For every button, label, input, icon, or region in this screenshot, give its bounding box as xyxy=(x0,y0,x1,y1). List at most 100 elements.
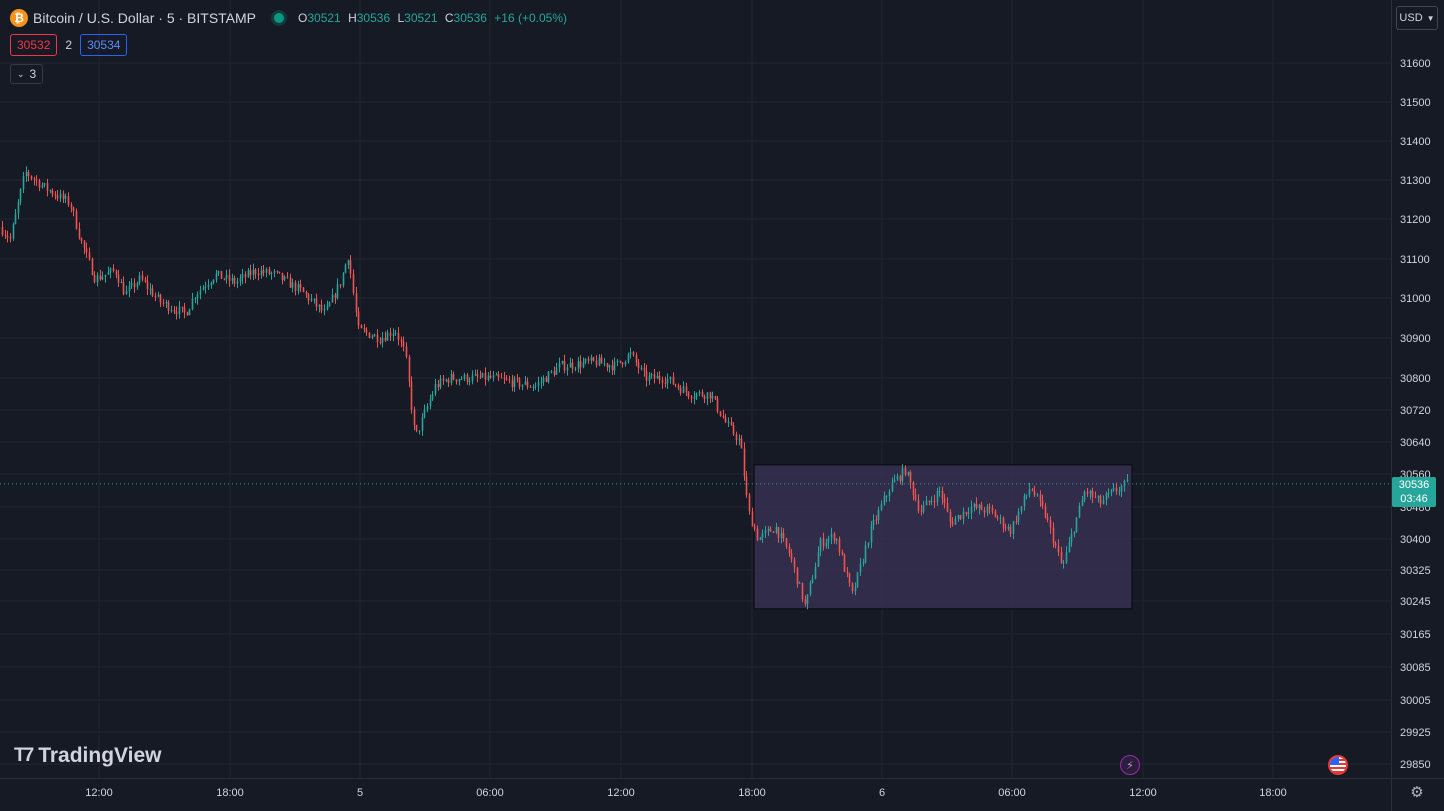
candle-body xyxy=(930,501,933,503)
candle-body xyxy=(247,270,250,278)
candle-body xyxy=(188,309,191,316)
candle-body xyxy=(199,290,202,295)
candle-body xyxy=(909,471,912,483)
candle-body xyxy=(619,360,622,363)
candle-body xyxy=(138,275,141,284)
candle-body xyxy=(315,298,318,307)
candle-body xyxy=(186,312,189,316)
price-axis-label: 30400 xyxy=(1400,534,1431,546)
candle-body xyxy=(1083,491,1086,501)
candle-body xyxy=(899,476,902,481)
candle-body xyxy=(917,499,920,511)
candle-body xyxy=(1107,493,1110,495)
candle-body xyxy=(320,304,323,311)
candle-body xyxy=(577,361,580,369)
candle-body xyxy=(669,376,672,379)
time-axis-label: 5 xyxy=(357,787,363,799)
candle-body xyxy=(347,260,350,265)
candle-body xyxy=(767,528,770,531)
candle-body xyxy=(1097,495,1100,498)
candle-body xyxy=(252,269,255,276)
candle-body xyxy=(14,213,17,225)
candle-body xyxy=(355,292,358,312)
candle-body xyxy=(85,248,88,253)
candle-body xyxy=(12,224,15,239)
candle-body xyxy=(1009,527,1012,534)
candle-body xyxy=(508,379,511,381)
candle-body xyxy=(566,367,569,371)
candle-body xyxy=(540,381,543,383)
candle-body xyxy=(759,537,762,540)
candle-body xyxy=(331,294,334,303)
candle-body xyxy=(56,195,59,199)
candle-body xyxy=(72,207,75,212)
candle-body xyxy=(51,190,54,195)
candle-body xyxy=(600,357,603,364)
settings-gear-icon[interactable]: ⚙ xyxy=(1410,784,1424,801)
candle-body xyxy=(1078,505,1081,518)
buy-price-button[interactable]: 30534 xyxy=(80,34,128,56)
symbol-title[interactable]: Bitcoin / U.S. Dollar · 5 · BITSTAMP xyxy=(33,10,257,26)
candle-body xyxy=(986,506,989,513)
candle-body xyxy=(1041,500,1044,507)
candle-body xyxy=(101,276,104,280)
candle-body xyxy=(421,417,424,431)
candle-body xyxy=(376,334,379,343)
candle-body xyxy=(561,361,564,364)
candle-body xyxy=(830,533,833,539)
currency-select[interactable]: USD ▼ xyxy=(1396,6,1438,30)
indicators-toggle-button[interactable]: ⌄ 3 xyxy=(10,64,44,84)
indicator-count: 3 xyxy=(29,67,37,81)
candle-body xyxy=(481,372,484,378)
candle-body xyxy=(693,397,696,399)
candle-body xyxy=(503,378,506,380)
candle-body xyxy=(687,391,690,397)
price-axis-label: 30640 xyxy=(1400,437,1431,449)
candle-body xyxy=(1115,487,1118,492)
candle-body xyxy=(210,282,213,286)
candle-body xyxy=(772,531,775,533)
candle-body xyxy=(233,278,236,284)
candle-body xyxy=(632,352,635,355)
candle-body xyxy=(202,287,205,291)
candle-body xyxy=(859,563,862,573)
candle-body xyxy=(555,367,558,375)
candle-body xyxy=(402,341,405,347)
candle-body xyxy=(785,538,788,547)
candle-body xyxy=(373,334,376,337)
candle-body xyxy=(397,332,400,340)
candle-body xyxy=(558,363,561,368)
candle-body xyxy=(735,434,738,441)
candle-body xyxy=(487,375,490,380)
tradingview-logo[interactable]: T7 TradingView xyxy=(14,744,162,768)
candle-body xyxy=(920,510,923,512)
candle-body xyxy=(41,185,44,188)
candle-body xyxy=(360,325,363,328)
candle-body xyxy=(777,527,780,539)
candle-body xyxy=(516,377,519,379)
candle-body xyxy=(685,386,688,392)
lightning-event-icon[interactable]: ⚡ xyxy=(1120,755,1140,775)
candle-body xyxy=(907,471,910,475)
candle-body xyxy=(437,383,440,388)
candle-body xyxy=(141,275,144,280)
candle-body xyxy=(550,371,553,373)
us-flag-event-icon[interactable] xyxy=(1328,755,1348,775)
candle-body xyxy=(875,519,878,521)
sell-price-button[interactable]: 30532 xyxy=(10,34,58,56)
candle-body xyxy=(426,406,429,410)
candle-body xyxy=(569,362,572,368)
candle-body xyxy=(827,538,830,543)
candle-body xyxy=(854,587,857,592)
candle-body xyxy=(598,357,601,366)
candle-body xyxy=(880,504,883,510)
candle-body xyxy=(970,506,973,513)
candle-body xyxy=(957,515,960,519)
candle-body xyxy=(1068,542,1071,553)
candle-body xyxy=(933,501,936,503)
candle-body xyxy=(1120,486,1123,492)
candle-body xyxy=(30,176,33,179)
price-axis-label: 30085 xyxy=(1400,662,1431,674)
